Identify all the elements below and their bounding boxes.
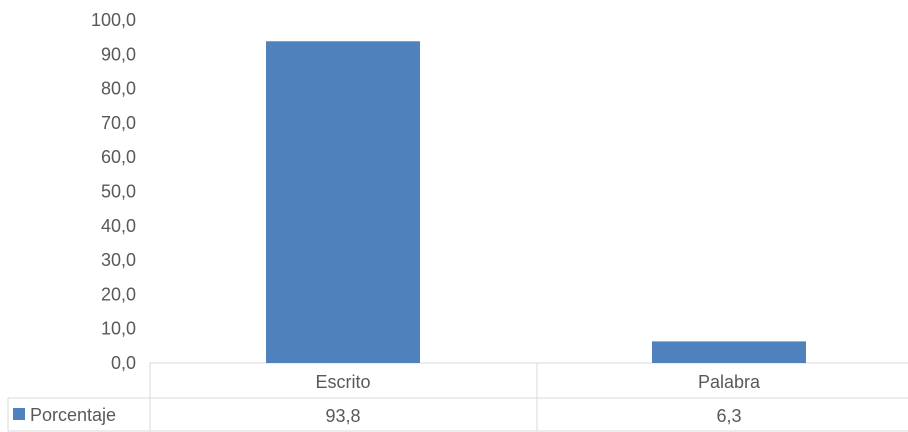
y-tick-label: 70,0: [101, 113, 136, 133]
value-label: 93,8: [325, 406, 360, 426]
legend-swatch: [13, 408, 25, 420]
value-labels: 93,8 6,3: [325, 406, 741, 426]
value-label: 6,3: [716, 406, 741, 426]
category-label: Escrito: [315, 372, 370, 392]
y-tick-label: 10,0: [101, 319, 136, 339]
y-tick-label: 50,0: [101, 182, 136, 202]
data-table: [7, 362, 908, 432]
legend-series-label: Porcentaje: [30, 405, 116, 425]
y-tick-label: 30,0: [101, 250, 136, 270]
bar-palabra: [652, 341, 806, 363]
bar-escrito: [266, 41, 420, 364]
y-tick-label: 20,0: [101, 284, 136, 304]
y-axis-ticks: 0,0 10,0 20,0 30,0 40,0 50,0 60,0 70,0 80,0 90,0 1…: [91, 10, 136, 373]
y-tick-label: 0,0: [111, 353, 136, 373]
y-tick-label: 80,0: [101, 79, 136, 99]
y-tick-label: 60,0: [101, 147, 136, 167]
legend: Porcentaje: [13, 405, 116, 425]
category-label: Palabra: [698, 372, 761, 392]
category-labels: Escrito Palabra: [315, 372, 761, 392]
bars: [266, 41, 806, 364]
y-tick-label: 90,0: [101, 44, 136, 64]
y-tick-label: 100,0: [91, 10, 136, 30]
y-tick-label: 40,0: [101, 216, 136, 236]
